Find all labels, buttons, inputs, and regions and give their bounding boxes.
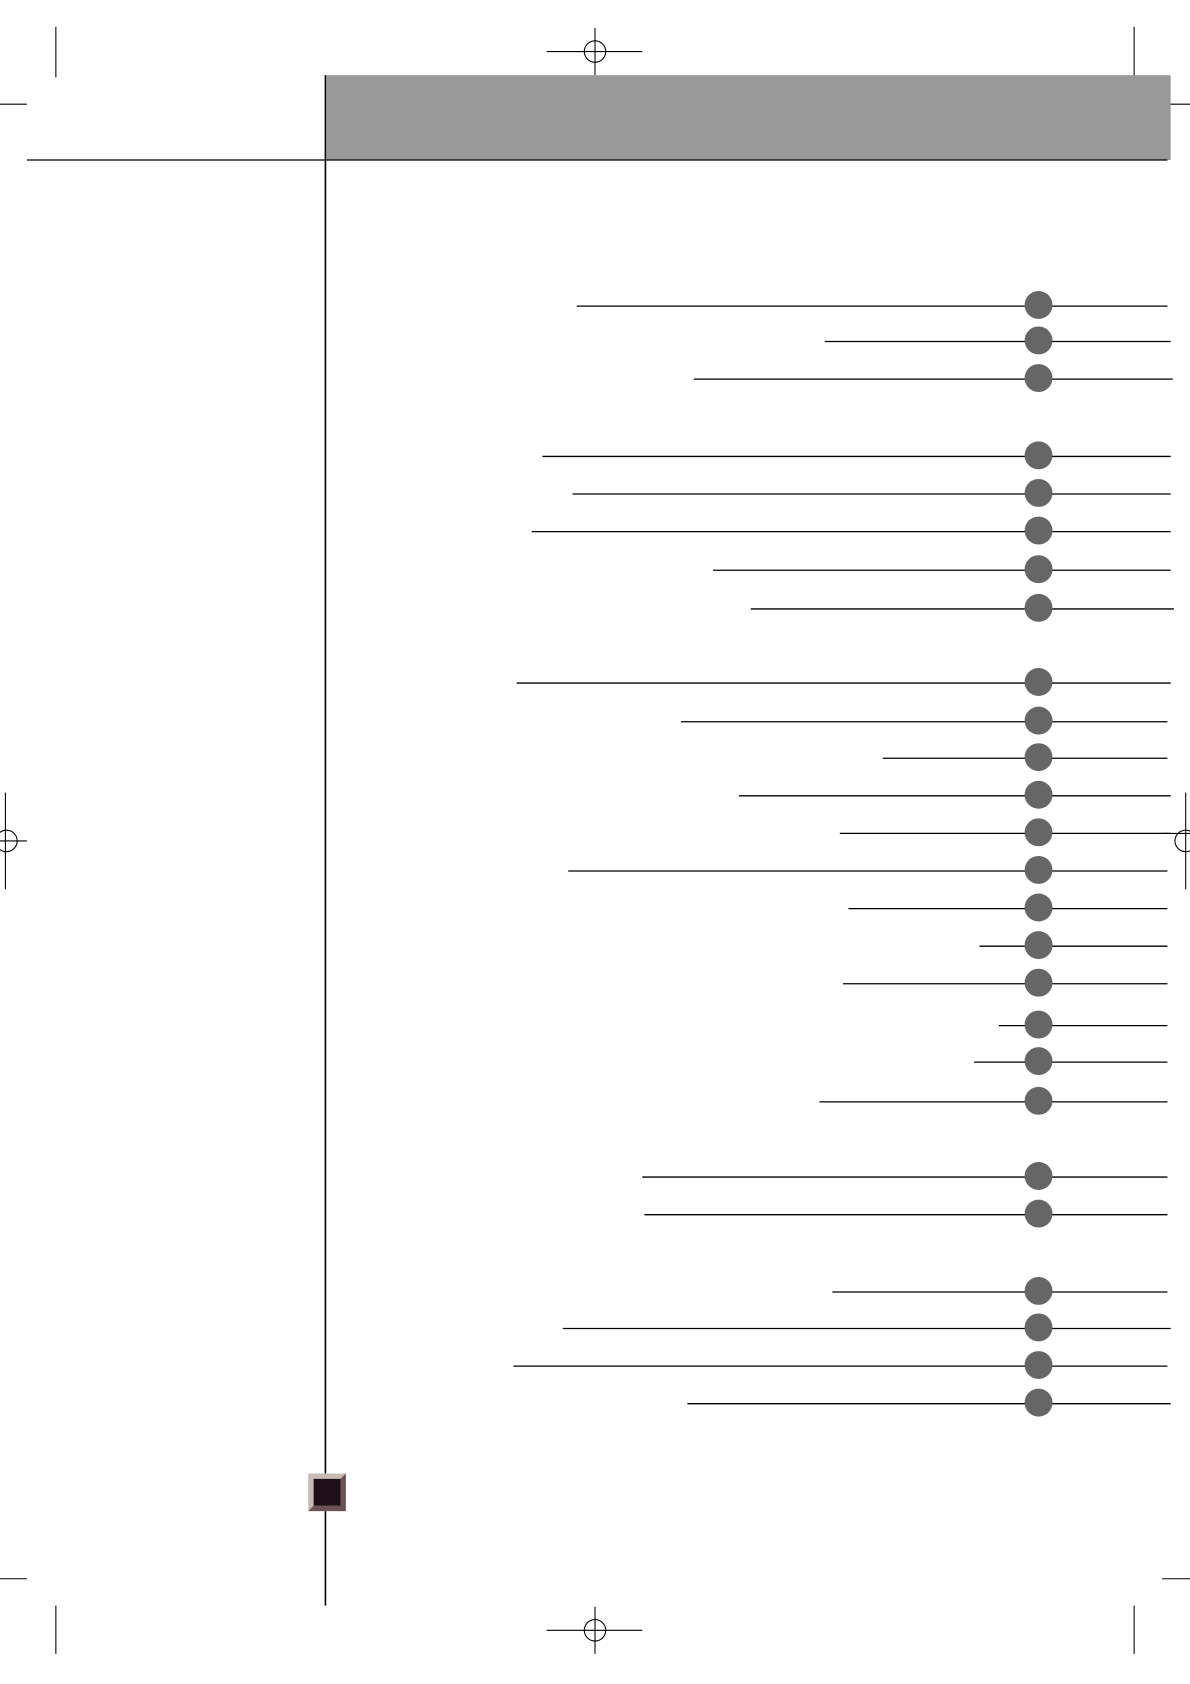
- toc-entry: [687, 1388, 1171, 1417]
- toc-entry: [832, 1276, 1168, 1305]
- toc-page-dot: [1024, 668, 1053, 696]
- crop-marks: [0, 26, 1190, 1654]
- toc-entry: [513, 1351, 1168, 1379]
- toc-entry: [516, 668, 1171, 696]
- toc-page-dot: [1024, 855, 1053, 884]
- toc-page-dot: [1024, 1047, 1053, 1076]
- toc-entry: [568, 855, 1168, 884]
- toc-page-dot: [1024, 1010, 1053, 1039]
- toc-entry: [979, 931, 1168, 960]
- toc-entry: [843, 968, 1168, 997]
- toc-entry: [542, 441, 1171, 470]
- registration-mark-top: [546, 27, 643, 76]
- toc-page-dot: [1024, 593, 1053, 622]
- toc-entry: [974, 1047, 1168, 1076]
- toc-page-dot: [1024, 516, 1053, 545]
- toc-page-dot: [1024, 1388, 1053, 1417]
- registration-mark-bottom: [546, 1606, 643, 1654]
- toc-entry: [576, 291, 1168, 319]
- toc-page-dot: [1024, 326, 1053, 355]
- toc-entry: [531, 516, 1171, 545]
- toc-page-dot: [1024, 441, 1053, 470]
- toc-page-dot: [1024, 478, 1053, 507]
- registration-mark-left: [0, 792, 27, 890]
- toc-page-dot: [1024, 743, 1053, 772]
- toc-entry: [839, 818, 1171, 847]
- toc-page-dot: [1024, 931, 1053, 960]
- toc-entry: [819, 1086, 1168, 1115]
- toc-page-dot: [1024, 1313, 1053, 1342]
- toc-page-dot: [1024, 893, 1053, 922]
- header-bar: [326, 75, 1171, 161]
- toc-entry: [572, 478, 1171, 507]
- toc-entry: [693, 364, 1173, 393]
- toc-entry: [680, 706, 1168, 735]
- toc-entry: [644, 1199, 1168, 1228]
- toc-page-dot: [1024, 818, 1053, 847]
- toc-entry: [562, 1313, 1171, 1342]
- toc-entry: [713, 555, 1171, 584]
- toc-page-dot: [1024, 364, 1053, 393]
- toc-page-dot: [1024, 555, 1053, 584]
- toc-page-dot: [1024, 291, 1053, 319]
- toc-page-dot: [1024, 1199, 1053, 1228]
- toc-entry: [750, 593, 1174, 622]
- toc-page-dot: [1024, 1086, 1053, 1115]
- toc-entry: [824, 326, 1171, 355]
- toc-entry: [848, 893, 1168, 922]
- toc-page-dot: [1024, 780, 1053, 809]
- toc-entries: [513, 291, 1174, 1417]
- toc-page-dot: [1024, 1162, 1053, 1190]
- toc-entry: [882, 743, 1168, 772]
- toc-page-dot: [1024, 1276, 1053, 1305]
- toc-page-dot: [1024, 706, 1053, 735]
- toc-entry: [998, 1010, 1168, 1039]
- toc-page-dot: [1024, 1351, 1053, 1379]
- toc-page-dot: [1024, 968, 1053, 997]
- registration-mark-right: [1162, 792, 1190, 890]
- toc-entry: [642, 1162, 1168, 1190]
- toc-entry: [738, 780, 1171, 809]
- page-number-marker: [308, 1473, 346, 1512]
